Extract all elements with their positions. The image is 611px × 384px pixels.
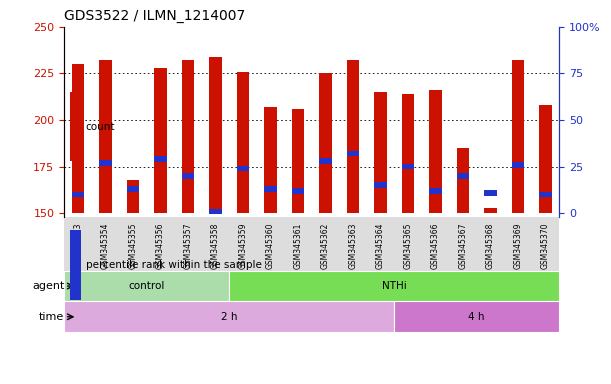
Text: 4 h: 4 h <box>468 312 485 322</box>
Bar <box>209 57 222 213</box>
Bar <box>181 60 194 213</box>
Bar <box>64 271 229 301</box>
Text: GSM345355: GSM345355 <box>128 222 137 269</box>
Text: GSM345361: GSM345361 <box>293 222 302 269</box>
Bar <box>429 90 442 213</box>
Bar <box>70 92 81 161</box>
Bar <box>401 94 414 213</box>
Bar <box>429 188 442 194</box>
Text: count: count <box>86 122 115 132</box>
Bar <box>181 173 194 179</box>
Bar <box>319 73 332 213</box>
Bar <box>70 230 81 300</box>
Bar <box>154 68 167 213</box>
Text: GSM345360: GSM345360 <box>266 222 275 269</box>
Bar <box>126 186 139 192</box>
Text: agent: agent <box>32 281 64 291</box>
Text: GSM345365: GSM345365 <box>403 222 412 269</box>
Text: GSM345367: GSM345367 <box>458 222 467 269</box>
Bar <box>291 188 304 194</box>
Bar <box>209 209 222 214</box>
Bar <box>374 92 387 213</box>
Bar <box>264 186 277 192</box>
Bar <box>126 180 139 213</box>
Bar <box>264 107 277 213</box>
Bar <box>374 182 387 188</box>
Bar <box>539 105 552 213</box>
Bar <box>71 64 84 213</box>
Bar <box>511 162 524 167</box>
Text: GSM345364: GSM345364 <box>376 222 385 269</box>
Bar <box>401 164 414 169</box>
Bar <box>539 192 552 197</box>
Text: GSM345356: GSM345356 <box>156 222 165 269</box>
Bar <box>99 160 112 166</box>
Bar <box>236 166 249 171</box>
Text: GSM345368: GSM345368 <box>486 222 495 269</box>
Text: GSM345358: GSM345358 <box>211 222 220 269</box>
Bar <box>229 271 559 301</box>
Text: percentile rank within the sample: percentile rank within the sample <box>86 260 262 270</box>
Text: GSM345359: GSM345359 <box>238 222 247 269</box>
Bar <box>484 208 497 213</box>
Text: GSM345362: GSM345362 <box>321 222 330 269</box>
Text: control: control <box>128 281 165 291</box>
Bar <box>456 148 469 213</box>
Bar <box>291 109 304 213</box>
Bar <box>484 190 497 195</box>
Text: GSM345369: GSM345369 <box>513 222 522 269</box>
Text: GSM345363: GSM345363 <box>348 222 357 269</box>
Text: GSM345353: GSM345353 <box>73 222 82 269</box>
Bar <box>346 151 359 156</box>
Text: NTHi: NTHi <box>382 281 406 291</box>
Text: GSM345370: GSM345370 <box>541 222 550 269</box>
Bar <box>456 173 469 179</box>
Bar <box>319 158 332 164</box>
Bar <box>154 156 167 162</box>
Text: 2 h: 2 h <box>221 312 238 322</box>
Text: time: time <box>39 312 64 322</box>
Bar <box>394 301 559 332</box>
Bar <box>71 192 84 197</box>
Bar <box>346 60 359 213</box>
Bar <box>511 60 524 213</box>
Text: GSM345366: GSM345366 <box>431 222 440 269</box>
Bar <box>64 301 394 332</box>
Text: GSM345354: GSM345354 <box>101 222 110 269</box>
Bar <box>236 71 249 213</box>
Text: GDS3522 / ILMN_1214007: GDS3522 / ILMN_1214007 <box>64 9 246 23</box>
Bar <box>99 60 112 213</box>
Text: GSM345357: GSM345357 <box>183 222 192 269</box>
